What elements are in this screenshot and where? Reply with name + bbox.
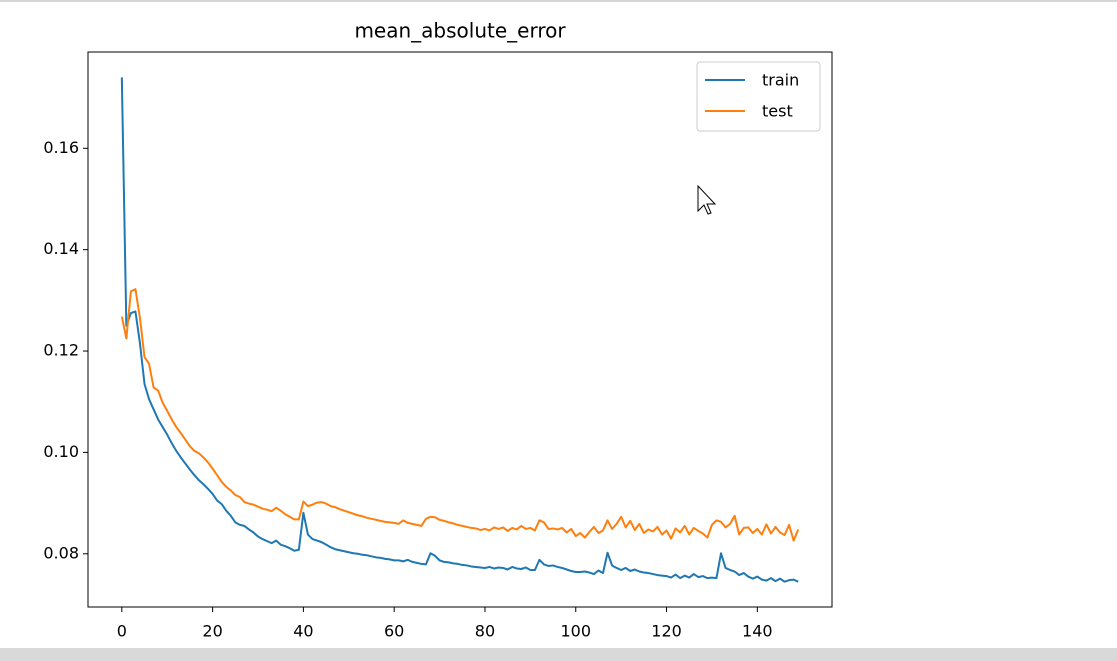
legend-box: [696, 61, 821, 132]
chart-title: mean_absolute_error: [354, 19, 566, 43]
y-tick-label: 0.14: [43, 239, 79, 258]
y-tick-label: 0.08: [43, 543, 79, 562]
top-border: [0, 0, 1117, 2]
legend-label: test: [762, 102, 793, 121]
x-tick-label: 40: [293, 622, 313, 641]
x-tick-label: 120: [651, 622, 682, 641]
legend-label: train: [762, 71, 799, 90]
line-series: [120, 288, 800, 542]
x-tick-label: 140: [742, 622, 773, 641]
axes-frame: [87, 51, 833, 608]
x-tick-label: 20: [202, 622, 222, 641]
x-tick-label: 80: [475, 622, 495, 641]
x-tick-label: 100: [560, 622, 591, 641]
x-tick-label: 60: [384, 622, 404, 641]
y-tick-label: 0.10: [43, 442, 79, 461]
y-tick-label: 0.16: [43, 138, 79, 157]
bottom-bar: [0, 648, 1117, 661]
x-tick-label: 0: [117, 622, 127, 641]
line-series: [120, 77, 799, 583]
mouse-cursor: [697, 184, 717, 215]
y-tick-label: 0.12: [43, 341, 79, 360]
